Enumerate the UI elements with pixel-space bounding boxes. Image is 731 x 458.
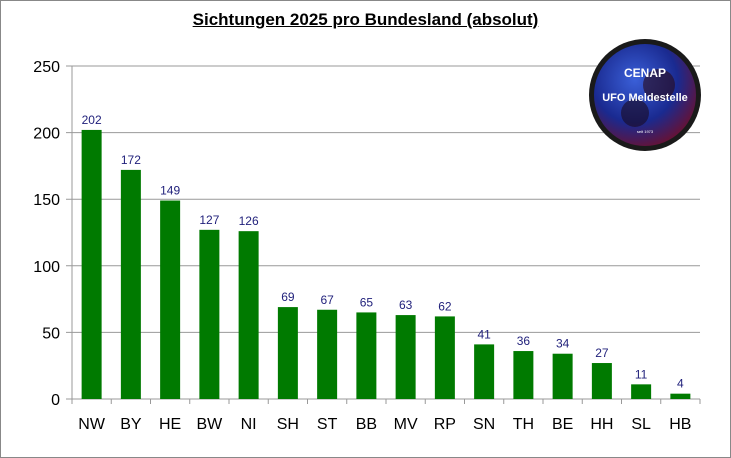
x-tick-label: BB (356, 416, 377, 433)
data-label: 67 (320, 293, 334, 307)
bar-RP (434, 316, 455, 399)
data-label: 202 (82, 113, 102, 127)
x-tick-label: MV (394, 416, 418, 433)
logo-line2: UFO Meldestelle (602, 92, 688, 104)
data-label: 34 (556, 337, 570, 351)
bar-NW (81, 129, 102, 399)
x-tick-label: SL (631, 416, 651, 433)
x-tick-label: BE (552, 416, 573, 433)
bar-BB (356, 312, 377, 399)
x-tick-label: RP (434, 416, 456, 433)
bar-SN (474, 344, 495, 399)
logo-line1: CENAP (624, 66, 666, 80)
data-label: 36 (517, 334, 531, 348)
bar-SL (631, 384, 652, 399)
bar-NI (238, 231, 259, 399)
data-label: 69 (281, 290, 295, 304)
data-label: 65 (360, 295, 374, 309)
data-label: 149 (160, 184, 180, 198)
data-label: 27 (595, 346, 609, 360)
data-label: 126 (239, 214, 259, 228)
y-tick-label: 200 (33, 126, 60, 143)
cenap-logo: CENAP UFO Meldestelle seit 1973 (589, 39, 701, 151)
bar-ST (317, 309, 338, 399)
x-tick-label: NI (241, 416, 257, 433)
chart-title: Sichtungen 2025 pro Bundesland (absolut) (192, 10, 539, 29)
x-tick-label: BW (196, 416, 223, 433)
y-tick-label: 50 (42, 325, 60, 342)
x-tick-label: HB (669, 416, 691, 433)
bar-BE (552, 353, 573, 399)
y-tick-label: 100 (33, 259, 60, 276)
y-tick-label: 250 (33, 59, 60, 76)
bar-HH (591, 363, 612, 399)
x-tick-label: TH (513, 416, 534, 433)
data-label: 63 (399, 298, 413, 312)
x-tick-label: HH (590, 416, 613, 433)
bar-MV (395, 315, 416, 399)
bar-SH (277, 307, 298, 399)
bar-TH (513, 351, 534, 399)
logo-line3: seit 1973 (637, 129, 654, 134)
data-label: 41 (477, 327, 491, 341)
data-label: 127 (199, 213, 219, 227)
bar-HB (670, 393, 691, 399)
x-tick-label: ST (317, 416, 338, 433)
x-tick-label: HE (159, 416, 181, 433)
data-label: 172 (121, 153, 141, 167)
bar-BW (199, 229, 220, 399)
data-label: 11 (635, 367, 648, 381)
bar-HE (160, 200, 181, 399)
data-label: 4 (677, 377, 684, 391)
data-label: 62 (438, 299, 452, 313)
x-tick-label: SH (277, 416, 299, 433)
x-tick-label: BY (120, 416, 142, 433)
y-tick-label: 0 (51, 392, 60, 409)
x-tick-label: SN (473, 416, 495, 433)
x-tick-label: NW (78, 416, 106, 433)
y-tick-label: 150 (33, 192, 60, 209)
bar-BY (120, 169, 141, 399)
